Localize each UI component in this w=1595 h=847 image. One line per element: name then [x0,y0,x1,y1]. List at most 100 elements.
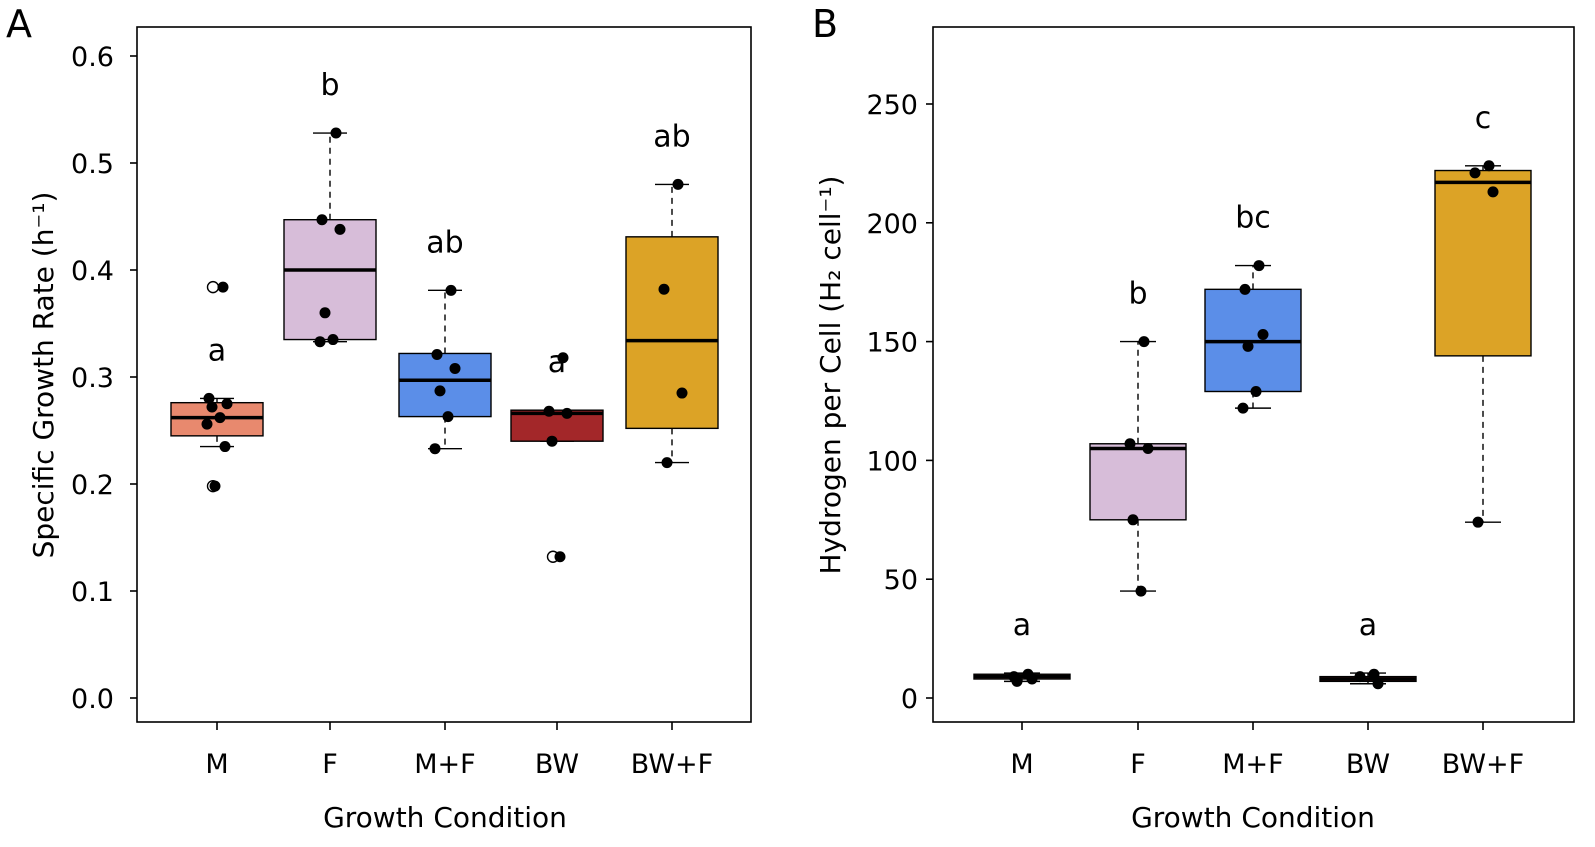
box-m: a [973,608,1071,687]
y-tick-label: 0.4 [71,256,114,287]
data-point [554,551,566,563]
box-iqr [398,352,492,418]
data-point [1124,438,1136,450]
data-point [1011,675,1023,687]
x-category-label: M [1010,749,1033,780]
data-point [1242,340,1254,352]
data-point [327,334,339,346]
panel-a-plot-frame [136,26,752,723]
data-point [429,443,441,455]
y-tick-label: 0.5 [71,149,114,180]
data-point [431,349,443,361]
data-point [442,411,454,423]
data-point [209,480,221,492]
data-point [219,441,231,453]
data-point [1127,514,1139,526]
box-bw: a [510,345,604,563]
data-point [546,435,558,447]
data-point [1135,585,1147,597]
data-point [334,223,346,235]
box-iqr [1089,443,1187,521]
data-point [676,387,688,399]
significance-letter: ab [653,119,690,154]
data-point [1239,283,1251,295]
significance-letter: bc [1235,201,1271,236]
box-iqr [510,409,604,442]
data-point [1469,167,1481,179]
data-point [1368,668,1380,680]
y-tick-label: 250 [866,90,918,121]
data-point [449,362,461,374]
data-point [217,281,229,293]
box-m: a [170,280,264,493]
data-point [661,457,673,469]
x-category-label: M+F [414,749,475,780]
data-point [221,398,233,410]
panel-b-x-axis: M F M+F BW BW+F [1010,722,1524,780]
y-tick-label: 100 [866,446,918,477]
data-point [1487,186,1499,198]
data-point [1372,678,1384,690]
x-category-label: BW+F [1442,749,1524,780]
data-point [319,307,331,319]
box-iqr [283,219,377,341]
panel-a-x-axis: M F M+F BW BW+F [205,722,713,780]
x-category-label: M [205,749,228,780]
data-point [314,336,326,348]
box-f: b [283,68,377,348]
data-point [1237,402,1249,414]
y-tick-label: 0.0 [71,684,114,715]
x-category-label: M+F [1222,749,1283,780]
significance-letter: a [208,333,226,368]
significance-letter: b [320,68,339,103]
data-point [672,178,684,190]
y-tick-label: 0.6 [71,42,114,73]
outlier-point [206,280,220,294]
panel-a-y-axis-title: Specific Growth Rate (h⁻¹) [27,192,60,559]
data-point [557,352,569,364]
box-bw-plus-f: ab [625,119,719,469]
panel-a: A 0.00.10.20.30.40.50.6 M F M+F BW BW+F abab… [6,2,752,834]
significance-letter: ab [426,225,463,260]
data-point [543,405,555,417]
data-point [330,127,342,139]
panel-a-x-axis-title: Growth Condition [323,801,567,834]
panel-b-boxes: a b bc a c [973,101,1532,690]
data-point [434,385,446,397]
data-point [203,392,215,404]
panel-b-y-axis: 0 50 100 150 200 250 [866,90,933,715]
x-category-label: F [322,749,338,780]
significance-letter: a [1359,608,1377,643]
box-m-plus-f: bc [1204,201,1302,414]
significance-letter: a [548,345,566,380]
x-category-label: BW [1346,749,1390,780]
data-point [561,407,573,419]
data-point [1253,260,1265,272]
y-tick-label: 0.1 [71,577,114,608]
data-point [1472,516,1484,528]
data-point [1257,328,1269,340]
data-point [1354,671,1366,683]
panel-a-letter: A [6,2,32,46]
y-tick-label: 0.2 [71,470,114,501]
data-point [1250,385,1262,397]
y-tick-label: 200 [866,209,918,240]
x-category-label: BW+F [631,749,713,780]
y-tick-label: 0.3 [71,363,114,394]
y-tick-label: 50 [884,565,918,596]
y-tick-label: 150 [866,328,918,359]
box-iqr [625,236,719,430]
data-point [658,283,670,295]
box-iqr [1434,169,1532,357]
data-point [1142,443,1154,455]
significance-letter: c [1475,101,1492,136]
panel-b-y-axis-title: Hydrogen per Cell (H₂ cell⁻¹) [814,176,847,575]
x-category-label: F [1130,749,1146,780]
significance-letter: a [1013,608,1031,643]
panel-b: B 0 50 100 150 200 250 M F M+F BW BW+F a b bc a c Gro… [812,2,1575,834]
data-point [1483,160,1495,172]
data-point [1026,673,1038,685]
box-f: b [1089,277,1187,597]
panel-b-letter: B [812,2,838,46]
